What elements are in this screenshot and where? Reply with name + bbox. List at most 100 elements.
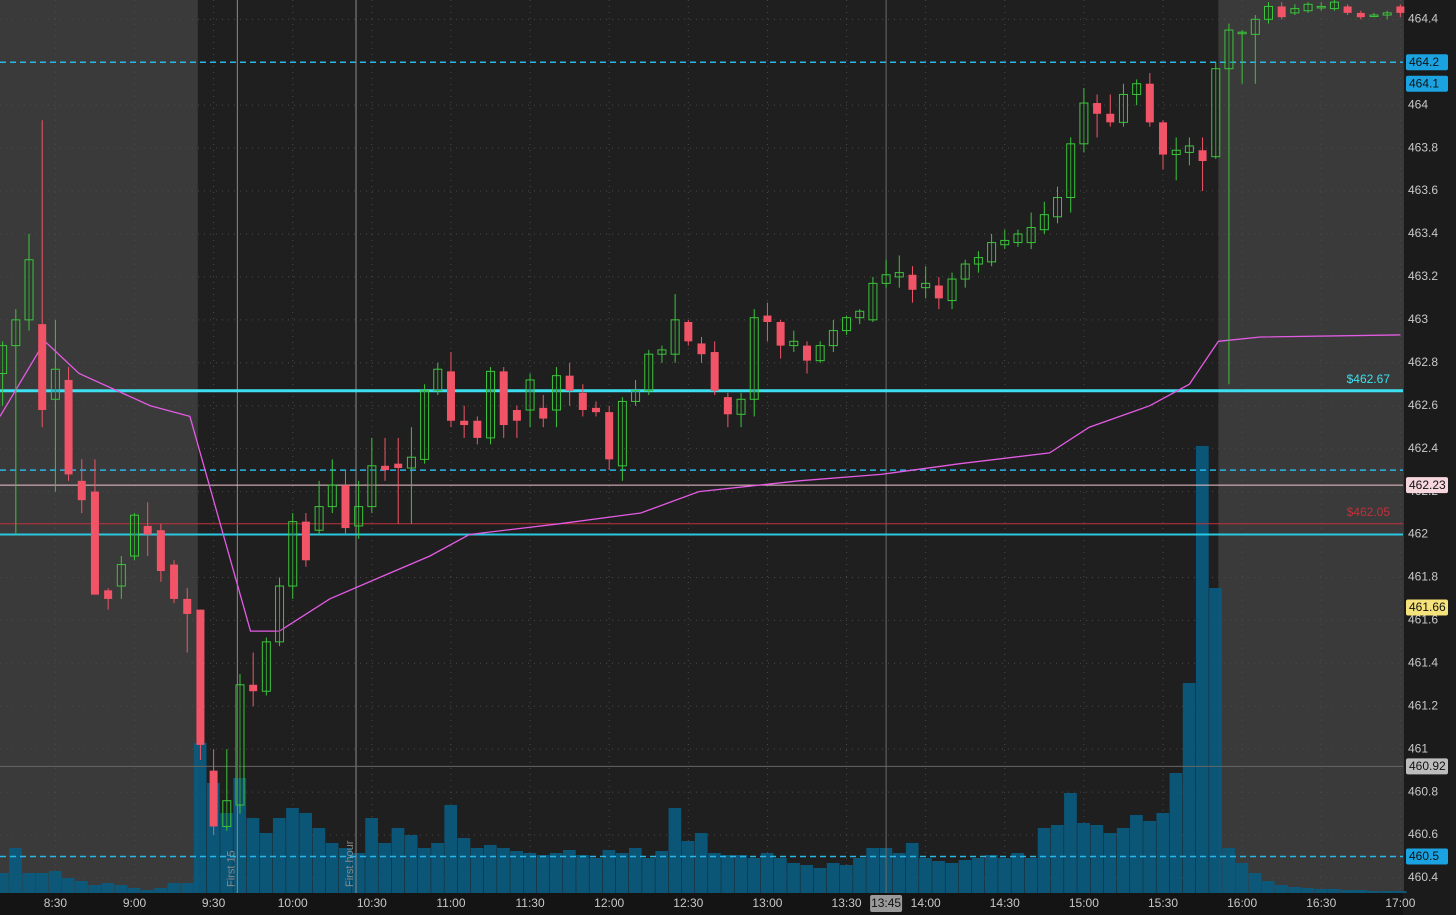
y-tick-label: 461 — [1408, 741, 1428, 755]
x-tick-label: 12:30 — [673, 896, 703, 910]
x-tick-label: 17:00 — [1385, 896, 1415, 910]
candle-body — [1039, 214, 1049, 231]
volume-bar — [998, 858, 1011, 893]
candle-body — [314, 506, 324, 531]
y-tick-label: 462.6 — [1408, 398, 1438, 412]
candle-body — [828, 330, 838, 347]
candle-body — [512, 410, 521, 421]
volume-bar — [444, 805, 458, 893]
candle-body — [473, 420, 482, 438]
candle-body — [947, 278, 957, 302]
candle-body — [697, 343, 706, 355]
volume-bar — [338, 848, 352, 893]
volume-bar — [1130, 815, 1143, 893]
x-tick-label: 10:00 — [278, 896, 308, 910]
x-tick-label: 9:00 — [123, 896, 147, 910]
candle-body — [0, 345, 8, 375]
volume-bar — [1261, 881, 1275, 893]
volume-bar — [233, 778, 247, 893]
candle-body — [156, 530, 165, 572]
candle-body — [763, 315, 772, 322]
volume-bar — [352, 853, 365, 893]
candle-body — [90, 491, 99, 595]
candle-body — [1053, 196, 1063, 218]
volume-bar — [774, 858, 787, 893]
volume-bar — [457, 838, 471, 893]
candle-body — [1159, 122, 1168, 155]
candle-body — [499, 371, 508, 426]
y-tick-label: 460.8 — [1408, 784, 1438, 798]
volume-bar — [958, 860, 972, 893]
candle-body — [1343, 6, 1352, 13]
candle-body — [1290, 8, 1300, 14]
candle-body — [341, 485, 350, 529]
candle-body — [1382, 12, 1392, 16]
price-level-label: $462.05 — [1347, 505, 1391, 519]
candle-body — [116, 564, 126, 587]
volume-bar — [615, 853, 629, 893]
candle-body — [50, 368, 60, 400]
volume-bar — [905, 843, 919, 893]
volume-bar — [299, 813, 313, 893]
y-tick-label: 462 — [1408, 527, 1428, 541]
candle-body — [1093, 103, 1102, 114]
volume-bar — [35, 873, 49, 893]
candle-body — [354, 506, 364, 527]
candle-body — [1237, 31, 1247, 35]
candle-body — [196, 609, 205, 745]
candle-body — [209, 770, 218, 827]
volume-bar — [892, 853, 906, 893]
candle-body — [921, 282, 931, 289]
volume-bar — [694, 833, 708, 893]
candle-body — [868, 282, 878, 321]
candle-body — [1184, 145, 1194, 153]
volume-bar — [114, 885, 128, 893]
candle-body — [670, 319, 680, 355]
candle-body — [1132, 83, 1142, 95]
candle-body — [420, 390, 430, 460]
candle-body — [1079, 102, 1089, 145]
candle-body — [64, 379, 73, 475]
volume-bar — [536, 855, 550, 893]
volume-bar — [1182, 683, 1196, 893]
candle-body — [327, 484, 337, 508]
volume-bar — [1116, 828, 1130, 893]
candle-body — [1303, 3, 1313, 12]
volume-bar — [1354, 890, 1367, 893]
candle-body — [855, 310, 865, 319]
volume-bar — [1301, 888, 1315, 893]
volume-bar — [286, 808, 299, 893]
candle-body — [288, 521, 298, 587]
volume-bar — [1077, 823, 1090, 893]
candle-body — [776, 321, 785, 346]
price-tag-label: 460.5 — [1409, 849, 1439, 863]
candle-body — [1026, 227, 1036, 244]
volume-bar — [1367, 891, 1381, 893]
extended-hours-shade — [0, 0, 198, 893]
volume-bar — [141, 890, 154, 893]
y-tick-label: 463.2 — [1408, 269, 1438, 283]
price-level-label: $462.67 — [1347, 372, 1391, 386]
x-tick-label: 10:30 — [357, 896, 387, 910]
candle-body — [38, 324, 47, 411]
candle-body — [170, 564, 179, 599]
candle-body — [987, 242, 997, 263]
price-tag-label: 461.66 — [1409, 600, 1446, 614]
candle-body — [275, 585, 285, 643]
x-tick-label: 15:00 — [1069, 896, 1099, 910]
x-tick-label: 16:00 — [1227, 896, 1257, 910]
candle-body — [143, 525, 152, 535]
x-tick-label: 11:00 — [436, 896, 465, 910]
candle-body — [539, 407, 548, 419]
volume-bar — [1195, 446, 1209, 893]
volume-bar — [9, 848, 22, 893]
candle-body — [77, 480, 86, 501]
volume-bar — [523, 853, 537, 893]
volume-bar — [1314, 889, 1328, 893]
volume-bar — [853, 858, 866, 893]
x-tick-label: 13:00 — [752, 896, 782, 910]
candle-body — [881, 274, 891, 284]
price-tag — [1406, 848, 1448, 865]
